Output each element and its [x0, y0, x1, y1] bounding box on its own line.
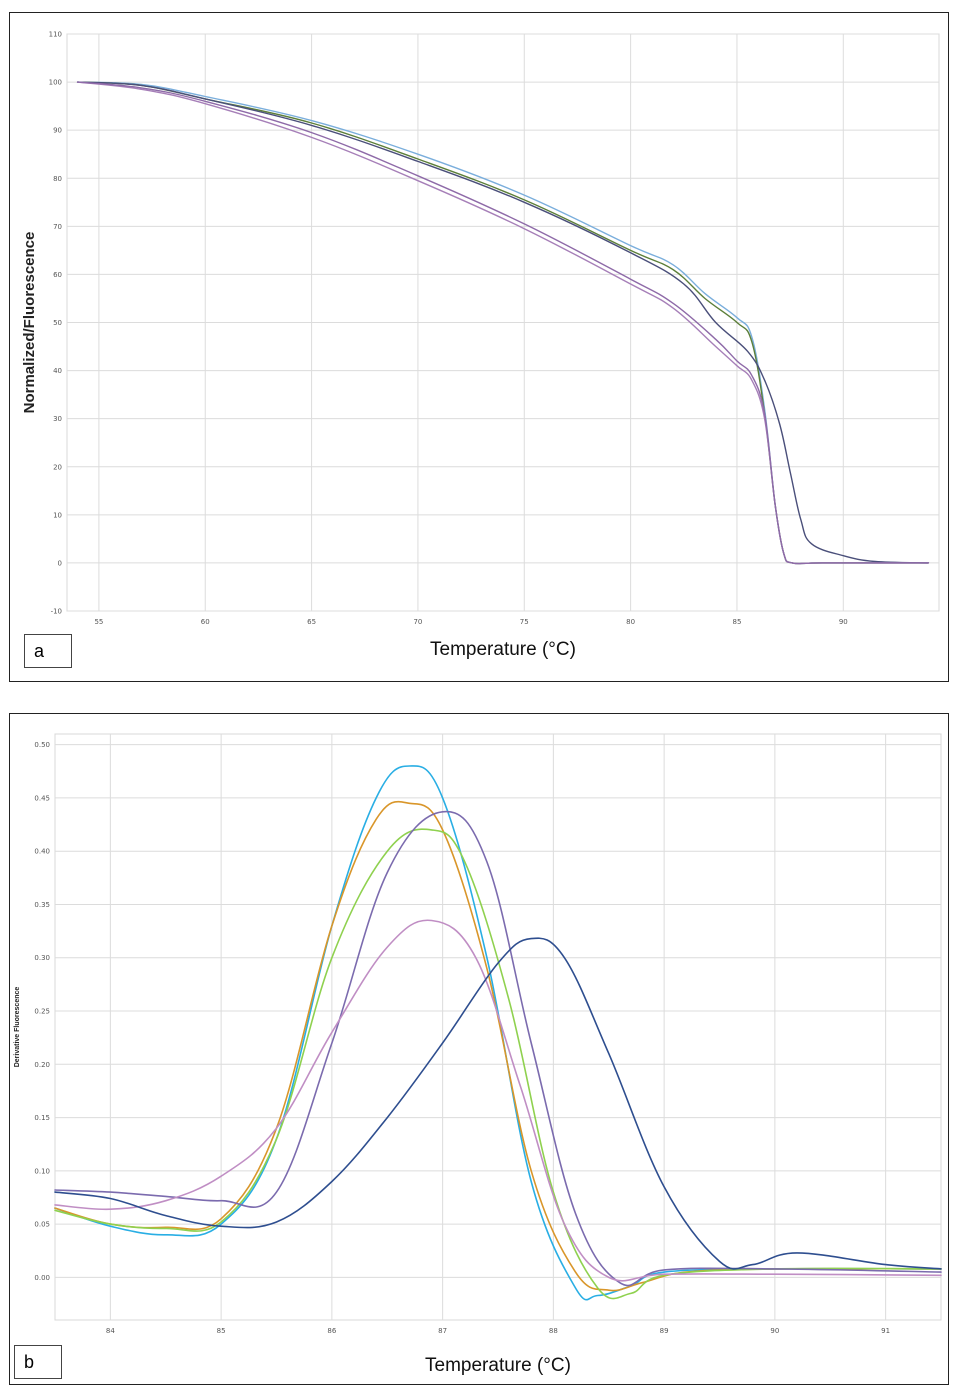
x-tick-label: 70 [413, 618, 422, 626]
x-tick-label: 91 [881, 1327, 890, 1335]
y-tick-label: 60 [53, 271, 62, 279]
y-tick-label: 90 [53, 127, 62, 135]
x-tick-label: 55 [94, 618, 103, 626]
y-axis-title: Normalized/Fluorescence [21, 232, 38, 414]
y-tick-label: 0.30 [34, 954, 50, 962]
y-tick-label: 20 [53, 463, 62, 471]
y-axis-title: Derivative Fluorescence [14, 987, 21, 1068]
series-line-5 [76, 81, 930, 565]
x-axis-title: Temperature (°C) [430, 639, 576, 660]
melt-curve-chart-a: -10 0 10 20 30 40 50 60 70 80 90 100 110 55 60 65 70 75 80… [21, 31, 940, 660]
x-tick-label: 90 [770, 1327, 779, 1335]
melt-peak-panel-b: 0.00 0.05 0.10 0.15 0.20 0.25 0.30 0.35 0.40 0.45… [9, 713, 949, 1385]
x-tick-label: 65 [307, 618, 316, 626]
y-tick-label: 0.00 [34, 1274, 50, 1282]
panel-label-b-text: b [24, 1352, 35, 1372]
x-tick-label: 85 [732, 618, 741, 626]
melt-curve-panel-a: -10 0 10 20 30 40 50 60 70 80 90 100 110 55 60 65 70 75 80… [9, 12, 949, 682]
y-tick-label: 0.45 [34, 794, 50, 802]
series-line-5 [54, 919, 942, 1282]
y-tick-label: 0.20 [34, 1061, 50, 1069]
y-tick-label: 0.05 [34, 1221, 50, 1229]
y-tick-label: 0.10 [34, 1167, 50, 1175]
panel-label-a: a [24, 634, 72, 668]
plot-area [54, 733, 942, 1321]
panel-label-b: b [14, 1345, 62, 1379]
y-tick-label: 110 [49, 31, 62, 39]
y-tick-label: 40 [53, 367, 62, 375]
x-tick-label: 89 [660, 1327, 669, 1335]
x-tick-label: 87 [438, 1327, 447, 1335]
y-tick-label: 10 [53, 511, 62, 519]
series-line-3 [54, 828, 942, 1300]
x-tick-label: 88 [549, 1327, 558, 1335]
melt-peak-chart-b: 0.00 0.05 0.10 0.15 0.20 0.25 0.30 0.35 0.40 0.45… [14, 733, 942, 1376]
panel-label-a-text: a [34, 641, 45, 661]
series-line-4 [54, 810, 942, 1287]
y-tick-label: 0.15 [34, 1114, 50, 1122]
series-line-6 [54, 937, 942, 1270]
x-tick-label: 86 [327, 1327, 336, 1335]
y-tick-label: 50 [53, 319, 62, 327]
y-tick-label: 0.50 [34, 741, 50, 749]
y-tick-label: 0.25 [34, 1008, 50, 1016]
y-tick-label: 0.35 [34, 901, 50, 909]
x-tick-label: 90 [839, 618, 848, 626]
x-tick-label: 85 [217, 1327, 226, 1335]
y-tick-label: 30 [53, 415, 62, 423]
y-tick-label: -10 [51, 608, 62, 616]
y-tick-label: 80 [53, 175, 62, 183]
x-tick-label: 60 [201, 618, 210, 626]
y-tick-label: 0 [58, 559, 62, 567]
x-axis-title: Temperature (°C) [425, 1355, 571, 1376]
series-line-2 [54, 800, 942, 1292]
series-line-1 [54, 765, 942, 1301]
x-tick-label: 84 [106, 1327, 115, 1335]
y-tick-label: 100 [49, 79, 62, 87]
series-line-3 [76, 81, 930, 564]
x-tick-label: 75 [520, 618, 529, 626]
y-tick-label: 70 [53, 223, 62, 231]
x-tick-label: 80 [626, 618, 635, 626]
y-tick-label: 0.40 [34, 848, 50, 856]
